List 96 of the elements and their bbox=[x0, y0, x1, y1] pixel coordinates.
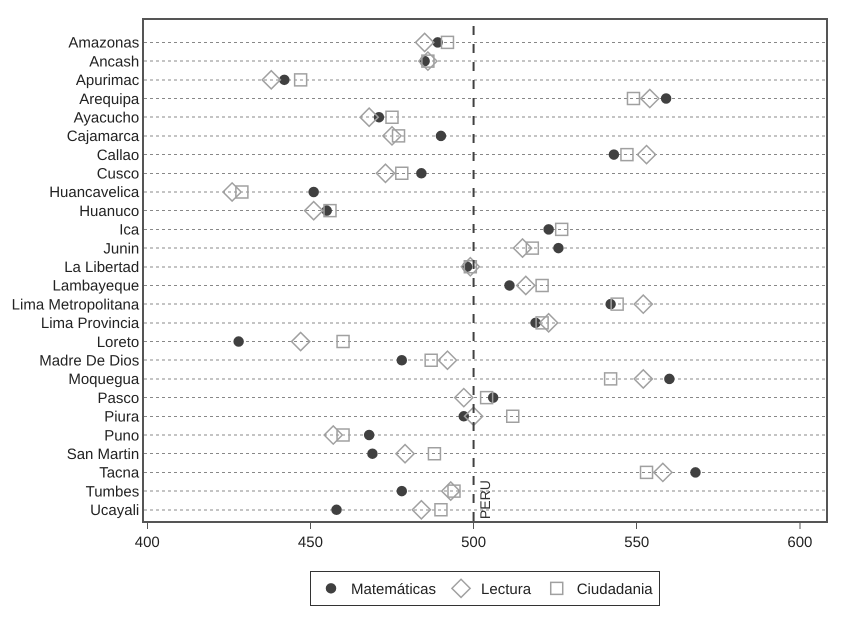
point bbox=[279, 74, 290, 86]
y-tick-label: Loreto bbox=[96, 334, 140, 351]
point bbox=[382, 126, 402, 146]
y-tick-label: La Libertad bbox=[64, 259, 140, 276]
x-tick-label: 450 bbox=[298, 534, 323, 551]
point bbox=[608, 149, 620, 160]
point bbox=[290, 332, 310, 352]
point bbox=[640, 466, 654, 480]
point bbox=[395, 166, 409, 180]
point bbox=[604, 372, 618, 386]
point bbox=[454, 388, 474, 408]
point bbox=[440, 481, 461, 501]
y-tick-label: Ica bbox=[119, 222, 140, 239]
point bbox=[538, 312, 558, 333]
point bbox=[416, 168, 427, 179]
point bbox=[412, 500, 432, 520]
point bbox=[554, 222, 568, 236]
point bbox=[261, 70, 282, 90]
x-tick-label: 500 bbox=[461, 534, 486, 551]
y-tick-label: Lima Metropolitana bbox=[12, 296, 140, 314]
point bbox=[436, 130, 446, 142]
legend-label: Matemáticas bbox=[351, 581, 436, 598]
point bbox=[535, 278, 549, 292]
point bbox=[543, 224, 554, 235]
y-tick-label: Cajamarca bbox=[66, 128, 140, 146]
point bbox=[664, 374, 675, 384]
point bbox=[323, 425, 344, 445]
point bbox=[428, 446, 442, 460]
x-tick-label: 550 bbox=[624, 534, 650, 551]
y-tick-label: Lima Provincia bbox=[40, 315, 140, 332]
x-tick-label: 400 bbox=[134, 534, 160, 551]
point bbox=[336, 428, 350, 442]
point bbox=[610, 297, 624, 311]
y-tick-label: Amazonas bbox=[68, 34, 140, 52]
y-tick-label: Tacna bbox=[99, 464, 140, 482]
point bbox=[336, 334, 350, 348]
point bbox=[506, 410, 520, 424]
point bbox=[414, 32, 434, 52]
y-tick-label: Cusco bbox=[96, 166, 140, 183]
y-tick-label: Ancash bbox=[89, 53, 140, 70]
y-tick-label: Puno bbox=[104, 427, 140, 444]
point bbox=[640, 88, 660, 108]
point bbox=[440, 36, 454, 50]
point bbox=[331, 504, 342, 516]
point bbox=[323, 204, 337, 218]
point bbox=[424, 353, 438, 367]
point bbox=[364, 430, 374, 440]
y-tick-label: Junin bbox=[103, 240, 140, 258]
y-tick-label: Tumbes bbox=[86, 483, 140, 500]
y-tick-label: Pasco bbox=[98, 390, 140, 407]
point bbox=[434, 503, 448, 517]
y-tick-label: San Martin bbox=[66, 446, 140, 463]
point bbox=[367, 448, 378, 459]
point bbox=[222, 182, 242, 202]
point bbox=[359, 107, 380, 128]
point bbox=[660, 93, 672, 104]
point bbox=[438, 350, 458, 370]
y-tick-label: Piura bbox=[104, 408, 140, 426]
y-tick-label: Madre De Dios bbox=[39, 352, 140, 370]
point bbox=[512, 238, 532, 258]
point bbox=[526, 241, 540, 255]
point bbox=[294, 73, 308, 87]
point bbox=[396, 486, 408, 496]
point bbox=[464, 406, 484, 426]
legend-label: Lectura bbox=[481, 581, 532, 598]
y-tick-label: Lambayeque bbox=[52, 278, 140, 295]
point bbox=[385, 110, 399, 124]
point bbox=[308, 186, 319, 198]
point bbox=[395, 444, 415, 464]
y-tick-label: Apurimac bbox=[76, 72, 140, 90]
y-tick-label: Callao bbox=[96, 146, 140, 164]
y-tick-label: Huancavelica bbox=[49, 184, 140, 202]
x-tick-label: 600 bbox=[787, 534, 812, 551]
ref-line-label: PERU bbox=[477, 480, 494, 520]
point bbox=[235, 185, 249, 199]
y-tick-label: Ucayali bbox=[90, 502, 140, 520]
point bbox=[633, 369, 654, 389]
point bbox=[233, 336, 244, 347]
legend-label: Ciudadania bbox=[576, 581, 654, 598]
point bbox=[652, 462, 673, 482]
y-tick-label: Moquegua bbox=[68, 371, 140, 388]
y-tick-label: Huanuco bbox=[79, 202, 140, 220]
point bbox=[516, 276, 536, 296]
point bbox=[633, 294, 654, 314]
point bbox=[626, 92, 640, 106]
point bbox=[376, 163, 396, 184]
point bbox=[690, 467, 701, 478]
point bbox=[553, 242, 564, 254]
point bbox=[396, 354, 408, 366]
y-tick-label: Ayacucho bbox=[74, 109, 140, 126]
point bbox=[480, 390, 494, 404]
y-tick-label: Arequipa bbox=[79, 90, 140, 108]
point bbox=[636, 144, 656, 164]
point bbox=[304, 200, 324, 221]
point bbox=[504, 280, 515, 291]
point bbox=[620, 148, 634, 162]
